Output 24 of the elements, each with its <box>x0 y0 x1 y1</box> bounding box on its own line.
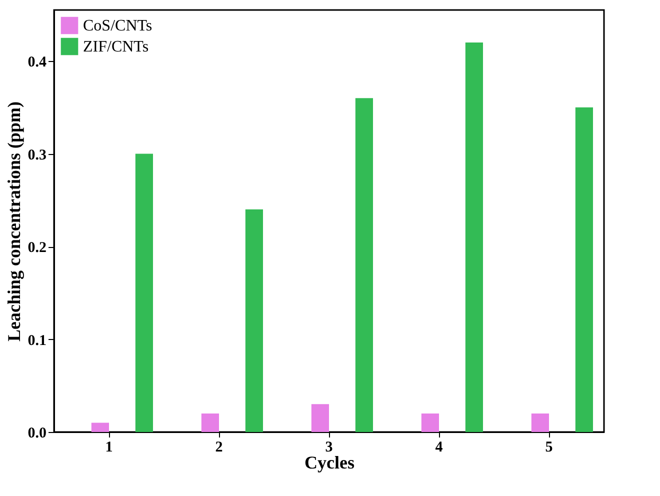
bar <box>135 154 153 432</box>
x-tick-label: 3 <box>325 440 333 456</box>
x-axis-title: Cycles <box>304 452 354 472</box>
legend-label: ZIF/CNTs <box>83 38 149 56</box>
x-tick-label: 5 <box>545 440 553 456</box>
legend-label: CoS/CNTs <box>83 18 152 34</box>
bar <box>575 107 593 432</box>
bar <box>245 209 263 432</box>
y-axis-title: Leaching concentrations (ppm) <box>4 102 24 342</box>
x-tick-label: 4 <box>435 440 444 456</box>
bar <box>531 413 549 432</box>
bar <box>465 42 483 432</box>
y-tick-label: 0.0 <box>28 426 46 442</box>
x-tick-label: 2 <box>215 440 223 456</box>
bar <box>91 422 109 432</box>
y-tick-label: 0.1 <box>28 332 46 349</box>
y-tick-label: 0.4 <box>28 54 47 71</box>
x-tick-label: 1 <box>105 440 113 456</box>
y-tick-label: 0.2 <box>28 240 46 256</box>
bar <box>421 413 439 432</box>
y-tick-label: 0.3 <box>28 147 46 164</box>
bar <box>355 98 373 432</box>
bar <box>311 404 329 432</box>
bar <box>201 413 219 432</box>
